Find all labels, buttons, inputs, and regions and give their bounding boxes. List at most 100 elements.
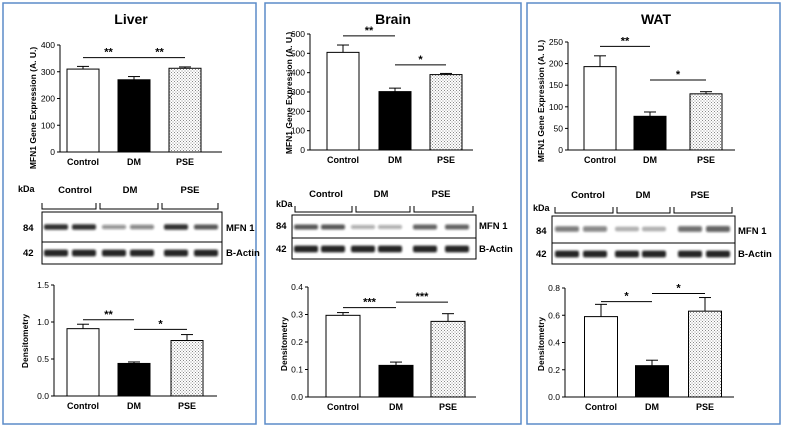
blot-band (164, 249, 188, 257)
blot-band (130, 224, 154, 230)
blot-kda-label: kDa (276, 199, 294, 209)
x-tick-label: DM (645, 402, 659, 412)
x-tick-label: DM (127, 157, 141, 167)
y-tick-label: 0.1 (291, 365, 303, 375)
bar-control (584, 316, 618, 398)
x-tick-label: Control (327, 155, 359, 165)
blot-band (678, 226, 702, 232)
x-tick-label: PSE (176, 157, 194, 167)
x-tick-label: Control (585, 402, 617, 412)
gene-ylabel-wat: MFN1 Gene Expression (A. U.) (536, 40, 546, 162)
blot-band (615, 250, 639, 258)
blot-group-label: DM (374, 189, 389, 200)
bar-control (583, 66, 617, 151)
y-tick-label: 50 (554, 123, 564, 133)
blot-kda-value: 42 (536, 249, 547, 260)
y-tick-label: 500 (291, 48, 305, 58)
blot-protein-label: B-Actin (738, 249, 772, 260)
blot-kda-value: 84 (536, 226, 547, 237)
panel-frame-brain (264, 2, 522, 425)
y-tick-label: 200 (549, 59, 563, 69)
y-tick-label: 100 (549, 102, 563, 112)
significance-label: ** (155, 47, 164, 59)
y-tick-label: 300 (41, 67, 55, 77)
y-tick-label: 0.6 (548, 310, 560, 320)
blot-band (642, 250, 666, 258)
blot-kda-value: 84 (23, 223, 34, 234)
y-tick-label: 400 (291, 68, 305, 78)
gene-ylabel-liver: MFN1 Gene Expression (A. U.) (28, 47, 38, 169)
bar-pse (689, 93, 723, 151)
blot-protein-label: B-Actin (226, 248, 260, 259)
panel-title-brain: Brain (375, 11, 411, 27)
blot-band (72, 249, 96, 257)
bar-chart-brain-densitometry: 0.0 0.1 0.2 0.3 0.4 Control DM PSE *** *** (291, 282, 476, 412)
bar-pse (170, 340, 204, 397)
blot-protein-label: MFN 1 (479, 221, 508, 232)
y-tick-label: 200 (41, 94, 55, 104)
x-tick-label: PSE (178, 401, 196, 411)
bar-dm (633, 115, 667, 151)
panel-title-liver: Liver (114, 11, 148, 27)
panel-frame-wat (526, 2, 781, 425)
gene-ylabel-brain: MFN1 Gene Expression (A. U.) (284, 32, 294, 154)
panel-frame-liver (2, 2, 257, 425)
y-tick-label: 0.2 (548, 365, 560, 375)
bar-pse (168, 67, 202, 153)
y-tick-label: 0.0 (37, 391, 49, 401)
blot-band (44, 224, 68, 230)
y-tick-label: 0.0 (548, 392, 560, 402)
blot-band (130, 249, 154, 257)
blot-band (194, 249, 218, 257)
bar-control (66, 328, 100, 397)
y-tick-label: 150 (549, 80, 563, 90)
blot-kda-label: kDa (533, 203, 551, 213)
panel-title-wat: WAT (641, 11, 672, 27)
dens-ylabel-wat: Densitometry (536, 317, 546, 372)
dens-ylabel-brain: Densitometry (279, 317, 289, 372)
x-tick-label: DM (127, 401, 141, 411)
blot-band (555, 250, 579, 258)
bar-control (325, 314, 361, 398)
blot-band (413, 224, 437, 230)
y-tick-label: 0.8 (548, 283, 560, 293)
significance-label: * (676, 282, 681, 294)
y-tick-label: 0 (300, 145, 305, 155)
x-tick-label: Control (327, 402, 359, 412)
blot-group-label: Control (58, 185, 92, 196)
blot-protein-label: MFN 1 (738, 226, 767, 237)
y-tick-label: 0 (558, 145, 563, 155)
blot-kda-value: 42 (276, 244, 287, 255)
blot-protein-label: B-Actin (479, 244, 513, 255)
blot-band (294, 245, 318, 253)
significance-label: ** (104, 309, 113, 321)
blot-band (351, 224, 375, 230)
blot-band (678, 250, 702, 258)
x-tick-label: Control (67, 401, 99, 411)
blot-protein-label: MFN 1 (226, 223, 255, 234)
blot-band (72, 224, 96, 230)
blot-kda-value: 84 (276, 221, 287, 232)
significance-label: * (158, 318, 163, 330)
significance-label: ** (621, 35, 630, 47)
y-tick-label: 0.2 (291, 337, 303, 347)
blot-group-label: DM (636, 190, 651, 201)
blot-group-label: PSE (180, 185, 199, 196)
significance-label: ** (365, 25, 374, 37)
y-tick-label: 0.4 (291, 282, 303, 292)
y-tick-label: 100 (291, 126, 305, 136)
bar-control (326, 51, 360, 151)
blot-band (321, 224, 345, 230)
x-tick-label: Control (67, 157, 99, 167)
significance-label: *** (363, 297, 377, 309)
blot-band (321, 245, 345, 253)
bar-pse (688, 310, 722, 398)
blot-band (44, 249, 68, 257)
bar-dm (378, 91, 412, 151)
x-tick-label: PSE (439, 402, 457, 412)
blot-kda-value: 42 (23, 248, 34, 259)
bar-dm (378, 364, 414, 398)
